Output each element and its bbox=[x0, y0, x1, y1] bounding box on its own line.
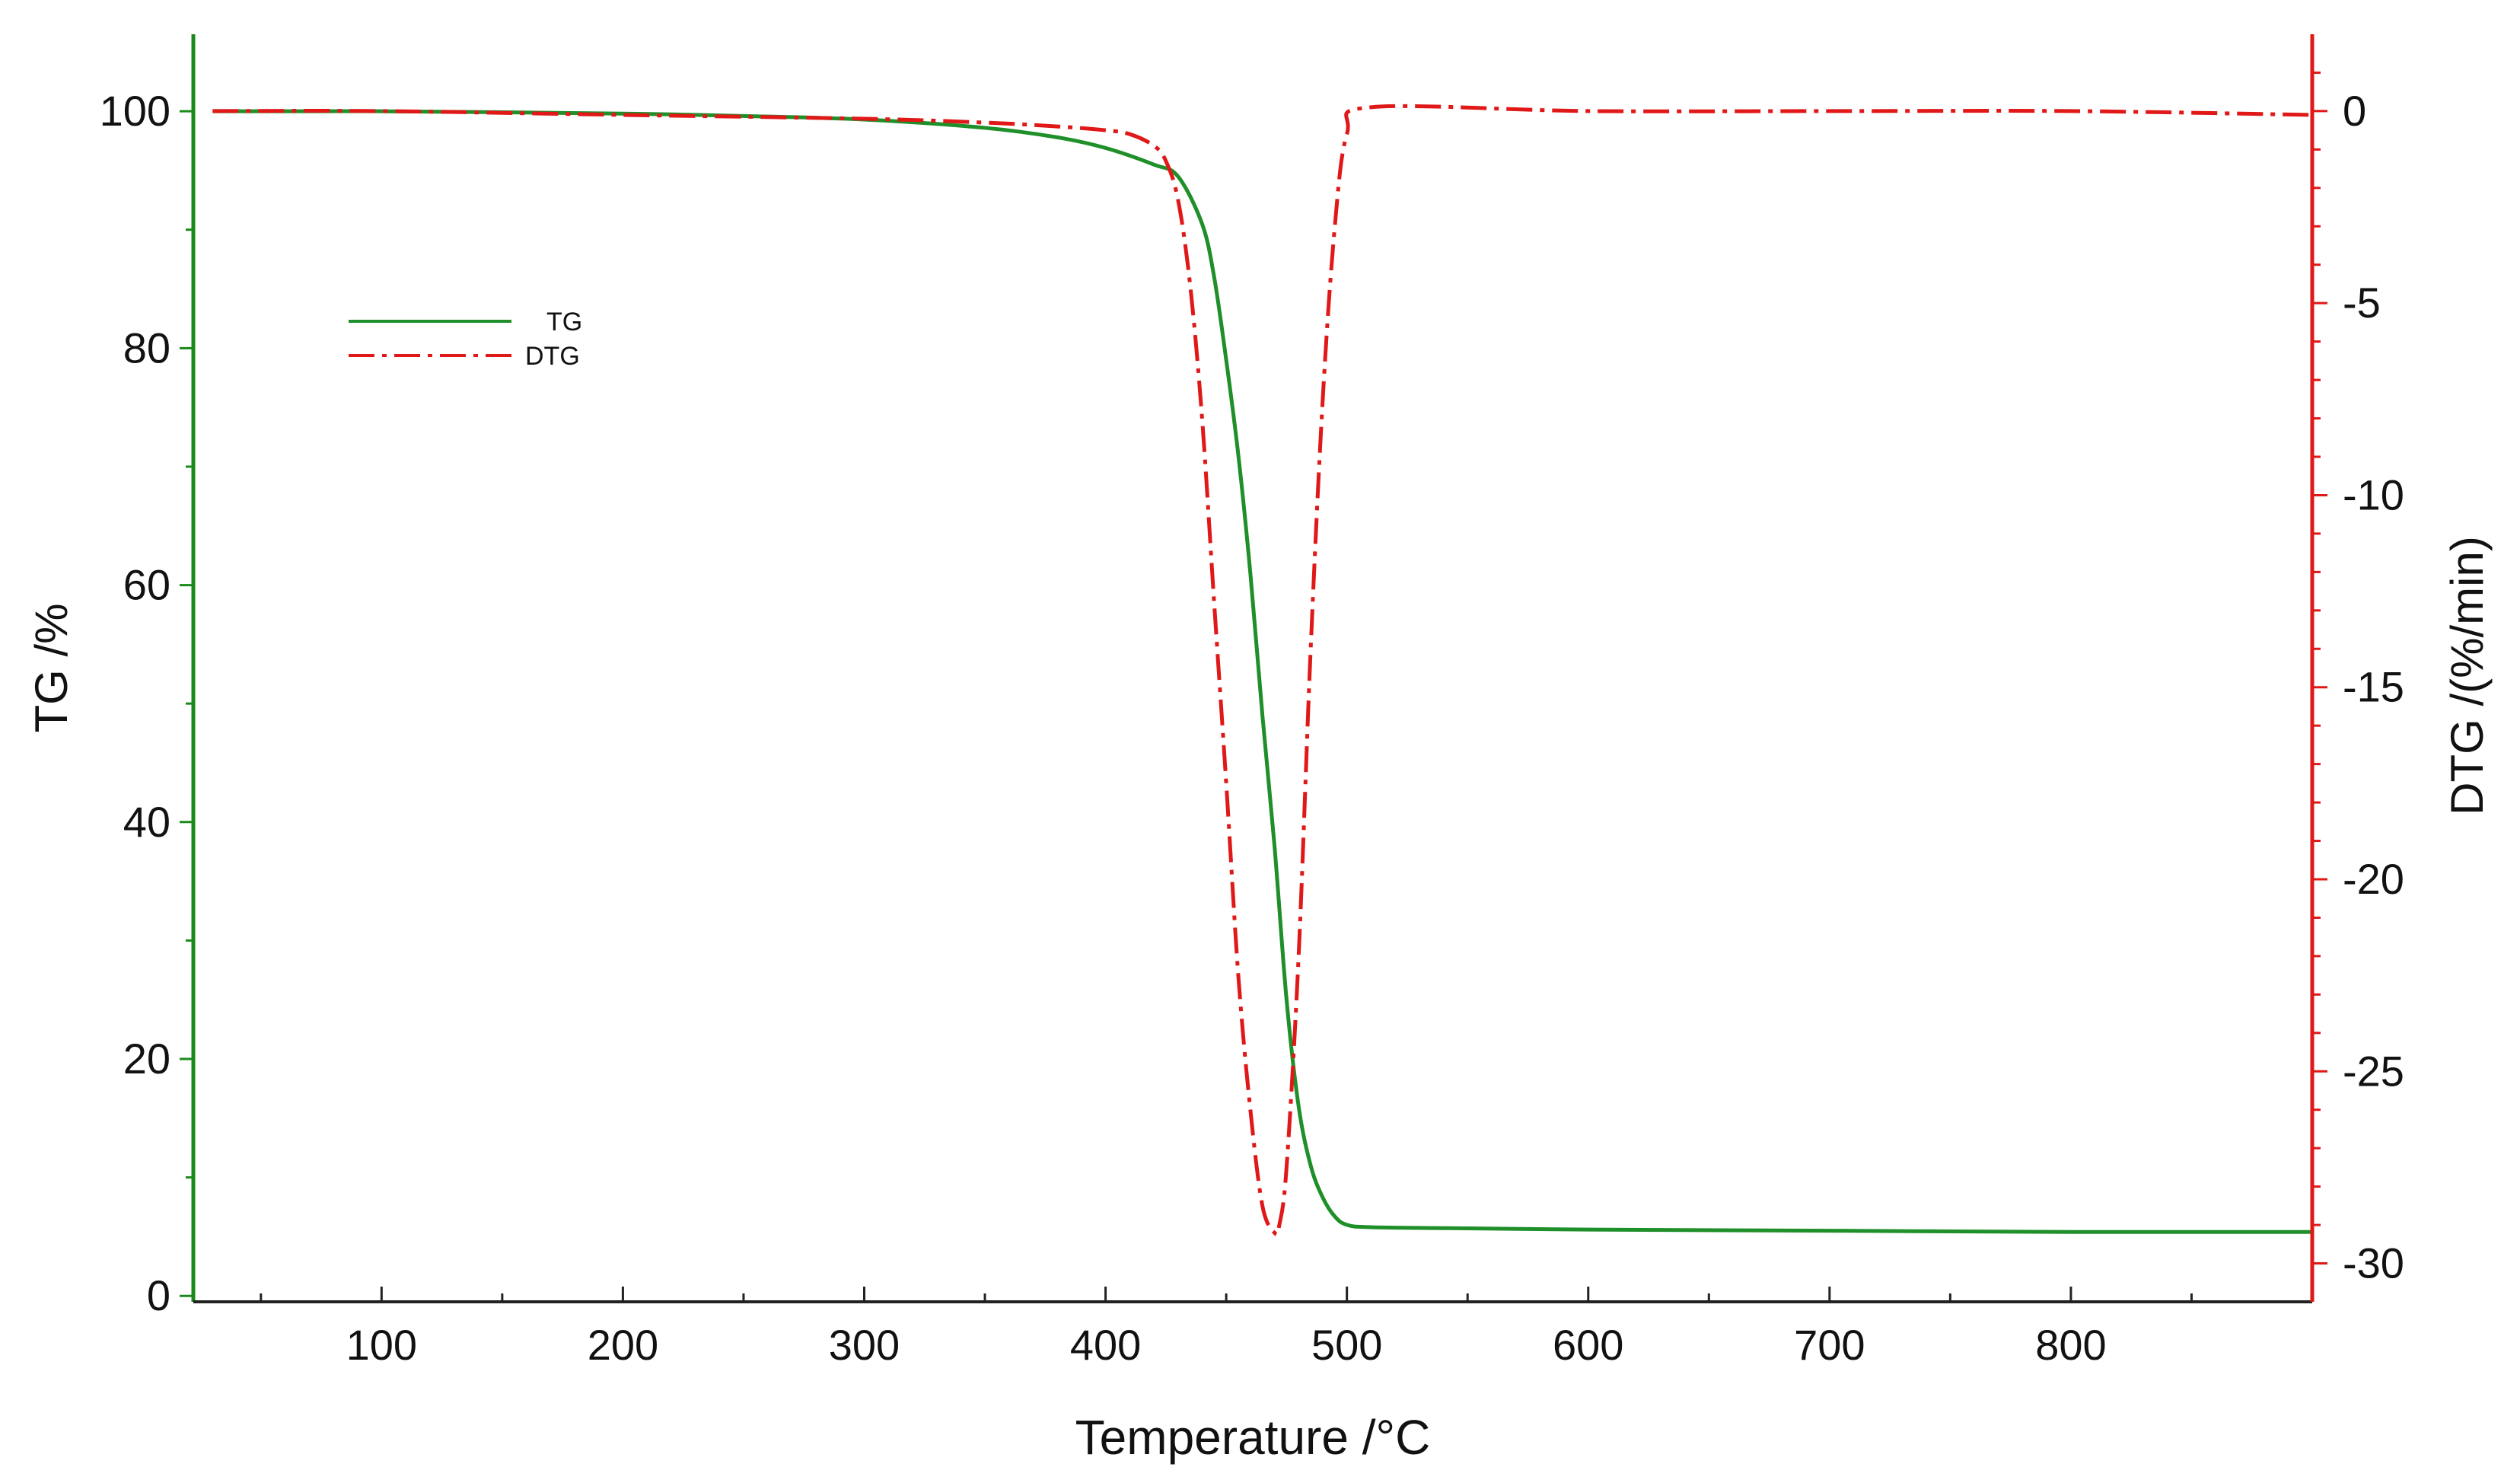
x-tick-label: 700 bbox=[1794, 1321, 1865, 1369]
x-tick-label: 600 bbox=[1553, 1321, 1623, 1369]
x-tick-label: 800 bbox=[2035, 1321, 2106, 1369]
tg-tick-label: 0 bbox=[147, 1271, 170, 1319]
legend-label-dtg: DTG bbox=[525, 342, 580, 371]
x-axis-label: Temperature /°C bbox=[1075, 1410, 1431, 1465]
tg-tick-label: 20 bbox=[123, 1035, 170, 1083]
x-tick-label: 400 bbox=[1070, 1321, 1141, 1369]
dtg-tick-label: -10 bbox=[2343, 470, 2404, 518]
tg-tick-label: 60 bbox=[123, 561, 170, 609]
legend-label-tg: TG bbox=[546, 308, 582, 336]
series-tg-line bbox=[212, 109, 2312, 1234]
tg-tick-label: 40 bbox=[123, 798, 170, 846]
series-dtg-line bbox=[212, 104, 2313, 1237]
legend: TG DTG bbox=[349, 308, 582, 371]
x-tick-label: 300 bbox=[829, 1321, 900, 1369]
x-tick-label: 500 bbox=[1311, 1321, 1382, 1369]
x-tick-label: 200 bbox=[588, 1321, 658, 1369]
dtg-axis-label: DTG /(%/min) bbox=[2442, 536, 2493, 815]
dtg-tick-label: -20 bbox=[2343, 855, 2404, 903]
tick-layer: 100 200 300 400 500 600 700 800 0 20 40 60 80 100 0 -5 -… bbox=[100, 71, 2404, 1369]
dtg-tick-label: -5 bbox=[2343, 279, 2381, 327]
tg-tick-label: 80 bbox=[123, 324, 170, 372]
dtg-tick-label: -30 bbox=[2343, 1239, 2404, 1287]
series-layer bbox=[212, 104, 2313, 1237]
tg-axis-label: TG /% bbox=[26, 603, 77, 732]
dtg-tick-label: 0 bbox=[2343, 87, 2366, 135]
x-tick-label: 100 bbox=[346, 1321, 417, 1369]
dtg-tick-label: -15 bbox=[2343, 663, 2404, 711]
dtg-tick-label: -25 bbox=[2343, 1047, 2404, 1095]
tg-tick-label: 100 bbox=[100, 87, 170, 135]
